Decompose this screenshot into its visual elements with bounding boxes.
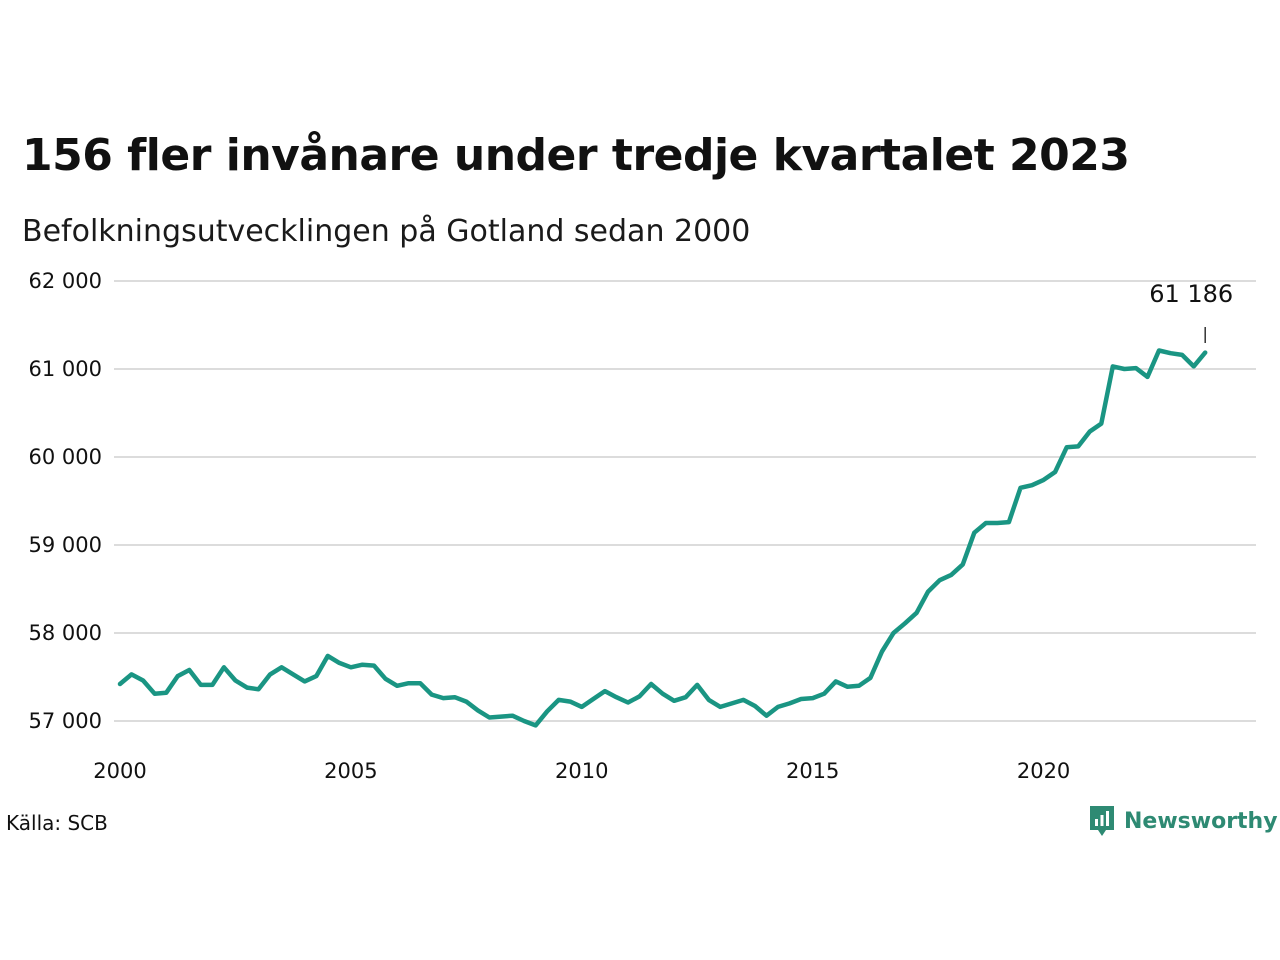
y-tick-label: 61 000 — [29, 357, 102, 381]
population-line — [117, 348, 1208, 728]
y-tick-label: 62 000 — [29, 269, 102, 293]
annotation-label: 61 186 — [1149, 280, 1233, 308]
y-tick-label: 58 000 — [29, 621, 102, 645]
newsworthy-logo-icon — [1090, 806, 1114, 836]
chart-title: 156 fler invånare under tredje kvartalet… — [22, 130, 1130, 181]
x-tick-label: 2020 — [1017, 759, 1070, 783]
x-tick-label: 2015 — [786, 759, 839, 783]
y-tick-label: 59 000 — [29, 533, 102, 557]
y-tick-label: 57 000 — [29, 709, 102, 733]
source-label: Källa: SCB — [6, 811, 108, 835]
x-tick-label: 2000 — [93, 759, 146, 783]
brand-logo: Newsworthy — [1088, 804, 1278, 838]
chart-subtitle: Befolkningsutvecklingen på Gotland sedan… — [22, 214, 751, 249]
y-tick-label: 60 000 — [29, 445, 102, 469]
x-tick-label: 2010 — [555, 759, 608, 783]
brand-name: Newsworthy — [1124, 808, 1278, 834]
x-tick-label: 2005 — [324, 759, 377, 783]
